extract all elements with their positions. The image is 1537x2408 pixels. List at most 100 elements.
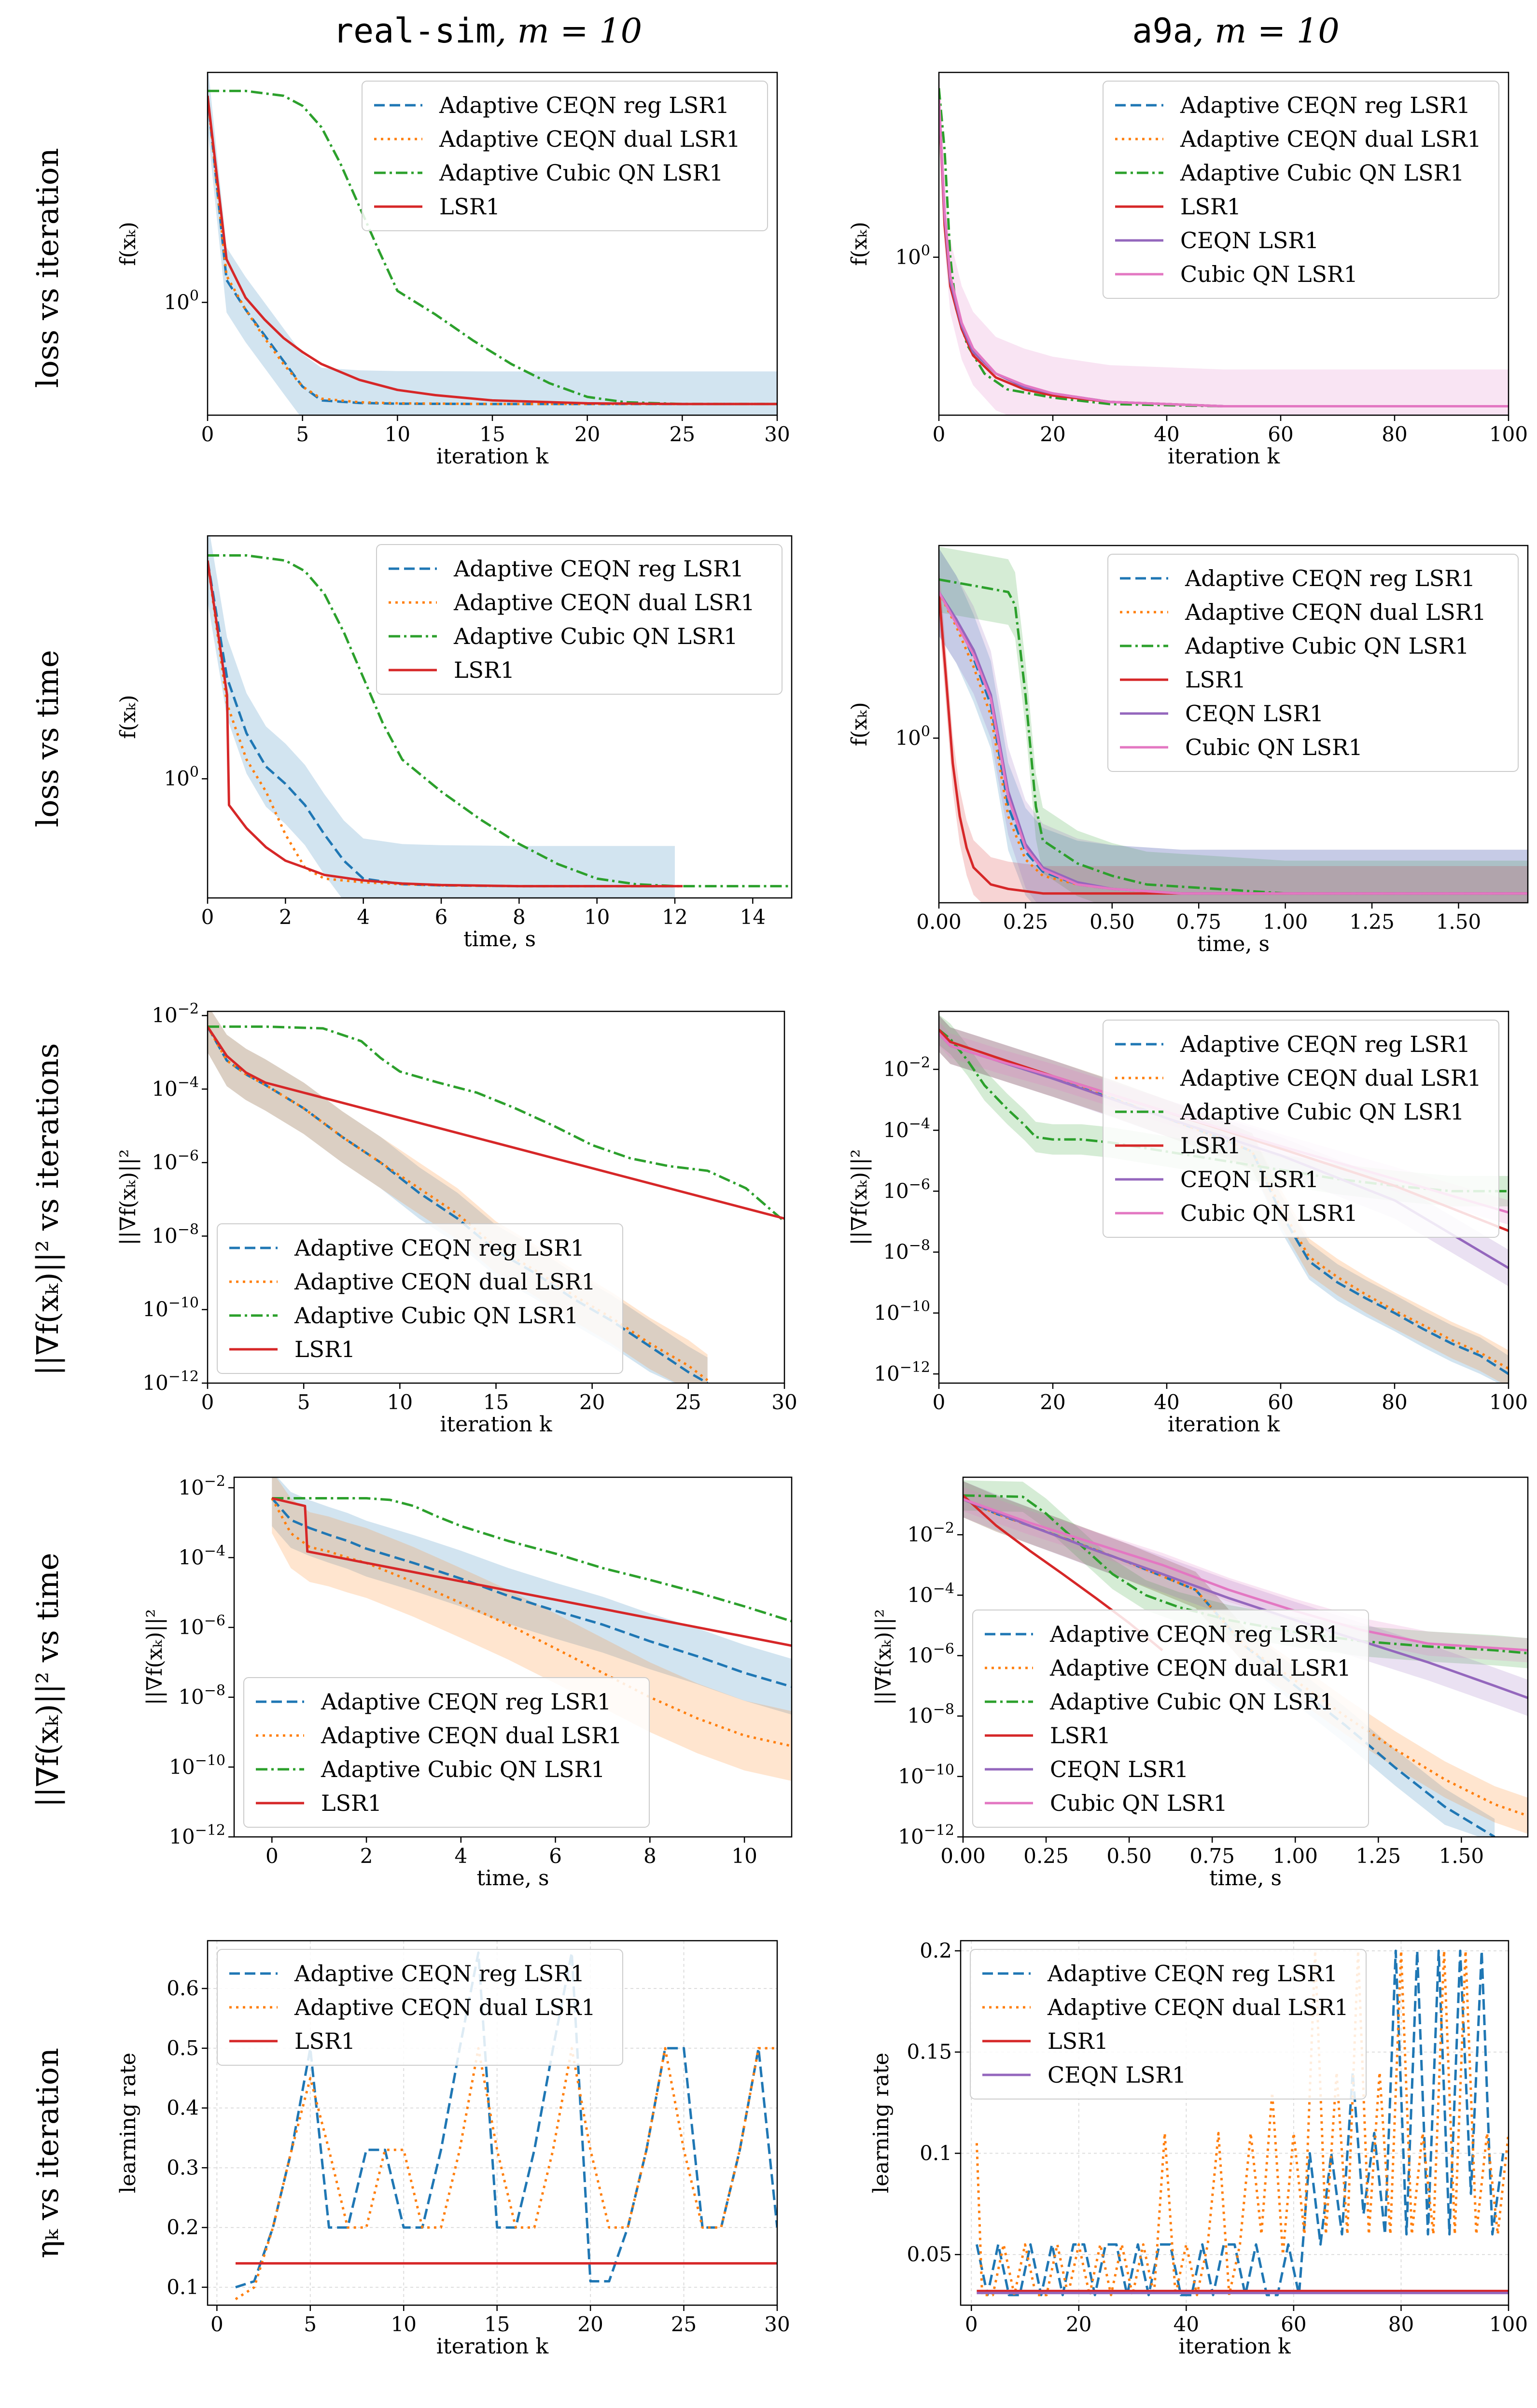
legend-label: LSR1	[1050, 1722, 1111, 1749]
band-adaptive-ceqn-reg-lsr1	[939, 548, 1528, 903]
y-tick-label: 10−10	[898, 1762, 954, 1788]
legend-label: LSR1	[439, 194, 500, 220]
x-tick-label: 100	[1489, 422, 1528, 446]
x-tick-label: 0	[201, 905, 214, 929]
x-tick-label: 20	[1040, 1390, 1065, 1414]
x-tick-label: 1.00	[1263, 910, 1308, 934]
x-tick-label: 0	[201, 1390, 214, 1414]
y-axis-label: f(xₖ)	[847, 222, 872, 266]
x-tick-label: 0.00	[940, 1844, 986, 1868]
column-title-left-name: real-sim	[333, 11, 496, 51]
legend-label: Adaptive CEQN reg LSR1	[294, 1960, 585, 1987]
series-lsr1	[208, 1026, 784, 1220]
x-axis-label: time, s	[1197, 932, 1270, 956]
legend-label: Adaptive CEQN reg LSR1	[453, 556, 744, 582]
legend-label: Adaptive CEQN dual LSR1	[453, 589, 755, 616]
y-tick-label: 0.1	[920, 2141, 952, 2165]
legend-box	[972, 1610, 1369, 1828]
axes-frame	[233, 1476, 793, 1838]
x-tick-label: 25	[670, 422, 695, 446]
x-tick-label: 60	[1268, 1390, 1293, 1414]
x-tick-label: 4	[357, 905, 370, 929]
legend-label: Adaptive CEQN reg LSR1	[294, 1235, 585, 1261]
band-ceqn-lsr1	[939, 548, 1528, 903]
y-tick-label: 10−6	[152, 1148, 199, 1174]
x-tick-label: 100	[1489, 1390, 1528, 1414]
series-adaptive-ceqn-reg-lsr1	[271, 1497, 792, 1688]
legend-label: Adaptive Cubic QN LSR1	[1180, 1099, 1464, 1125]
y-tick-label: 0.15	[907, 2040, 952, 2064]
x-tick-label: 1.50	[1439, 1844, 1484, 1868]
x-axis-label: iteration k	[1168, 1412, 1280, 1437]
x-axis-label: time, s	[1209, 1866, 1282, 1890]
x-tick-label: 0	[210, 2312, 224, 2336]
legend-label: Adaptive CEQN dual LSR1	[1180, 126, 1481, 152]
x-tick-label: 10	[584, 905, 610, 929]
x-tick-label: 15	[483, 1390, 509, 1414]
legend-label: Cubic QN LSR1	[1180, 261, 1358, 287]
series-adaptive-cubic-qn-lsr1	[272, 1497, 792, 1623]
column-title-right-rest: , m = 10	[1193, 11, 1340, 51]
x-tick-label: 80	[1382, 1390, 1407, 1414]
plot-area	[235, 1951, 777, 2300]
chart-p11: 0.00 0.25 0.50 0.75 1.00 1.25 1.50 100 time, s f(…	[847, 545, 1529, 956]
x-tick-label: 14	[740, 905, 766, 929]
y-tick-label: 10−4	[178, 1542, 225, 1569]
legend-label: Adaptive CEQN dual LSR1	[1049, 1655, 1351, 1681]
y-axis-label: ||∇f(xₖ)||²	[142, 1609, 167, 1705]
y-tick-label: 10−8	[907, 1701, 954, 1728]
y-tick-label: 0.3	[167, 2156, 199, 2179]
series-lsr1	[208, 560, 683, 888]
svg-text:real-sim, m = 10: real-sim, m = 10	[333, 11, 642, 51]
legend-box	[243, 1677, 650, 1828]
x-tick-label: 12	[662, 905, 687, 929]
y-tick-label: 10−6	[883, 1176, 930, 1203]
axes-frame	[938, 545, 1529, 904]
plot-area	[271, 1477, 792, 1781]
legend-label: CEQN LSR1	[1050, 1756, 1188, 1782]
legend-label: LSR1	[1185, 667, 1246, 693]
x-tick-label: 20	[577, 2312, 603, 2336]
y-tick-label: 10−8	[178, 1682, 225, 1709]
y-tick-label: 0.2	[167, 2215, 199, 2239]
plot-area	[208, 72, 777, 415]
legend: Adaptive CEQN reg LSR1 Adaptive CEQN dual…	[243, 1677, 650, 1828]
legend-label: CEQN LSR1	[1180, 1166, 1319, 1192]
y-tick-label: 0.2	[920, 1939, 952, 1962]
x-tick-label: 6	[549, 1844, 562, 1868]
legend-label: Adaptive CEQN reg LSR1	[1180, 1031, 1470, 1057]
x-tick-label: 0	[933, 1390, 946, 1414]
legend-box	[1107, 554, 1519, 772]
legend-label: LSR1	[1180, 1133, 1241, 1159]
legend-label: LSR1	[454, 657, 515, 683]
x-tick-label: 10	[391, 2312, 417, 2336]
band-lsr1	[939, 564, 1528, 903]
x-tick-label: 40	[1154, 1390, 1179, 1414]
series-adaptive-cubic-qn-lsr1	[963, 1494, 1528, 1654]
y-tick-label: 0.5	[167, 2036, 199, 2060]
series-adaptive-ceqn-reg-lsr1	[975, 1949, 1505, 2296]
series-adaptive-cubic-qn-lsr1	[208, 554, 792, 888]
x-tick-label: 60	[1268, 422, 1293, 446]
band-adaptive-ceqn-dual-lsr1	[939, 1015, 1509, 1383]
legend-label: Cubic QN LSR1	[1180, 1200, 1358, 1226]
x-tick-label: 25	[675, 1390, 701, 1414]
y-tick-label: 10−4	[152, 1074, 199, 1101]
x-tick-label: 40	[1154, 422, 1179, 446]
y-tick-label: 0.4	[167, 2096, 199, 2120]
legend-label: LSR1	[1180, 194, 1241, 220]
x-tick-label: 0.25	[1023, 1844, 1069, 1868]
x-tick-label: 2	[279, 905, 292, 929]
series-adaptive-cubic-qn-lsr1	[208, 89, 777, 406]
legend-label: Adaptive CEQN dual LSR1	[1185, 599, 1486, 625]
y-tick-label: 10−6	[907, 1640, 954, 1667]
x-tick-label: 10	[387, 1390, 413, 1414]
x-tick-label: 30	[764, 2312, 790, 2336]
row-label-loss-time: loss vs time	[30, 650, 65, 827]
legend-box	[217, 1223, 623, 1374]
x-tick-label: 80	[1388, 2312, 1414, 2336]
legend-label: CEQN LSR1	[1048, 2062, 1186, 2088]
axes-frame	[938, 71, 1509, 416]
y-axis-label: ||∇f(xₖ)||²	[871, 1609, 896, 1705]
